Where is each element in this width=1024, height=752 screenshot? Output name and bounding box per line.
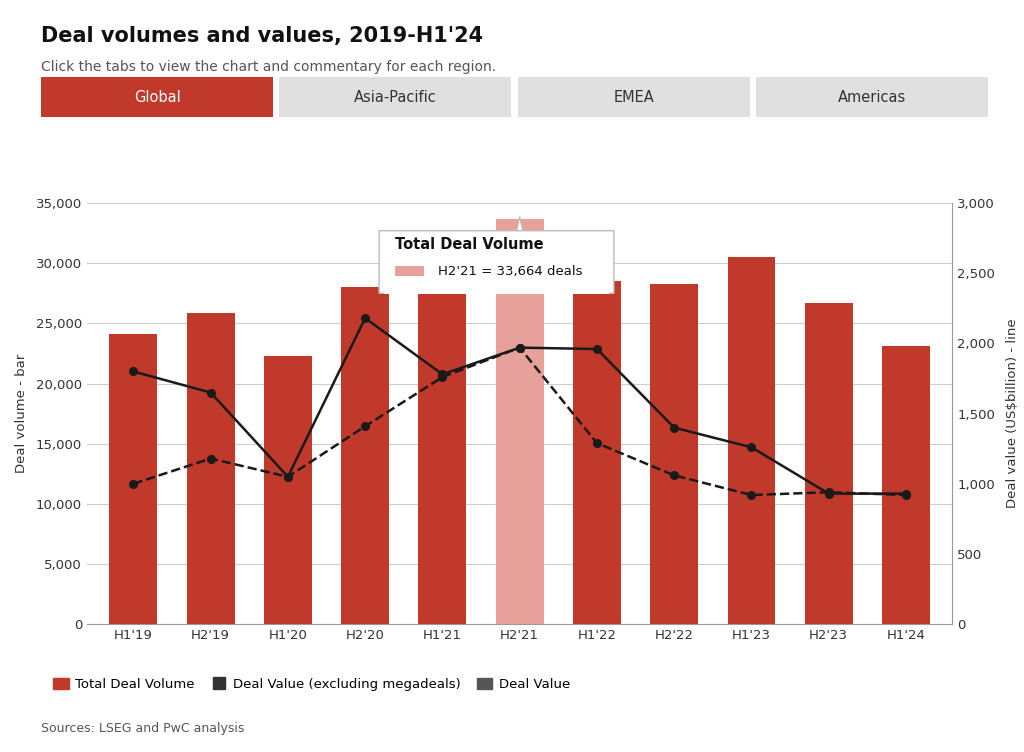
Bar	[341, 287, 389, 624]
Text: Asia-Pacific: Asia-Pacific	[354, 89, 437, 105]
Polygon shape	[503, 217, 537, 293]
Bar	[496, 219, 544, 624]
Bar	[727, 257, 775, 624]
Bar	[186, 313, 234, 624]
Text: EMEA: EMEA	[613, 89, 654, 105]
Text: Total Deal Volume: Total Deal Volume	[394, 237, 543, 252]
Text: H2'21 = 33,664 deals: H2'21 = 33,664 deals	[438, 265, 583, 277]
Bar	[805, 303, 853, 624]
Text: Sources: LSEG and PwC analysis: Sources: LSEG and PwC analysis	[41, 723, 245, 735]
Y-axis label: Deal value (US$billion) - line: Deal value (US$billion) - line	[1007, 319, 1019, 508]
FancyBboxPatch shape	[384, 292, 608, 294]
Bar	[110, 334, 158, 624]
FancyBboxPatch shape	[394, 265, 424, 277]
Text: Deal volumes and values, 2019-H1'24: Deal volumes and values, 2019-H1'24	[41, 26, 483, 47]
Bar	[573, 281, 621, 624]
Bar	[650, 284, 698, 624]
Text: Click the tabs to view the chart and commentary for each region.: Click the tabs to view the chart and com…	[41, 60, 496, 74]
Bar	[264, 356, 312, 624]
Bar	[419, 287, 466, 624]
Bar	[882, 346, 930, 624]
Y-axis label: Deal volume - bar: Deal volume - bar	[14, 354, 28, 473]
Text: Global: Global	[134, 89, 180, 105]
FancyBboxPatch shape	[379, 231, 614, 293]
Text: Americas: Americas	[838, 89, 906, 105]
Legend: Total Deal Volume, Deal Value (excluding megadeals), Deal Value: Total Deal Volume, Deal Value (excluding…	[47, 673, 575, 696]
